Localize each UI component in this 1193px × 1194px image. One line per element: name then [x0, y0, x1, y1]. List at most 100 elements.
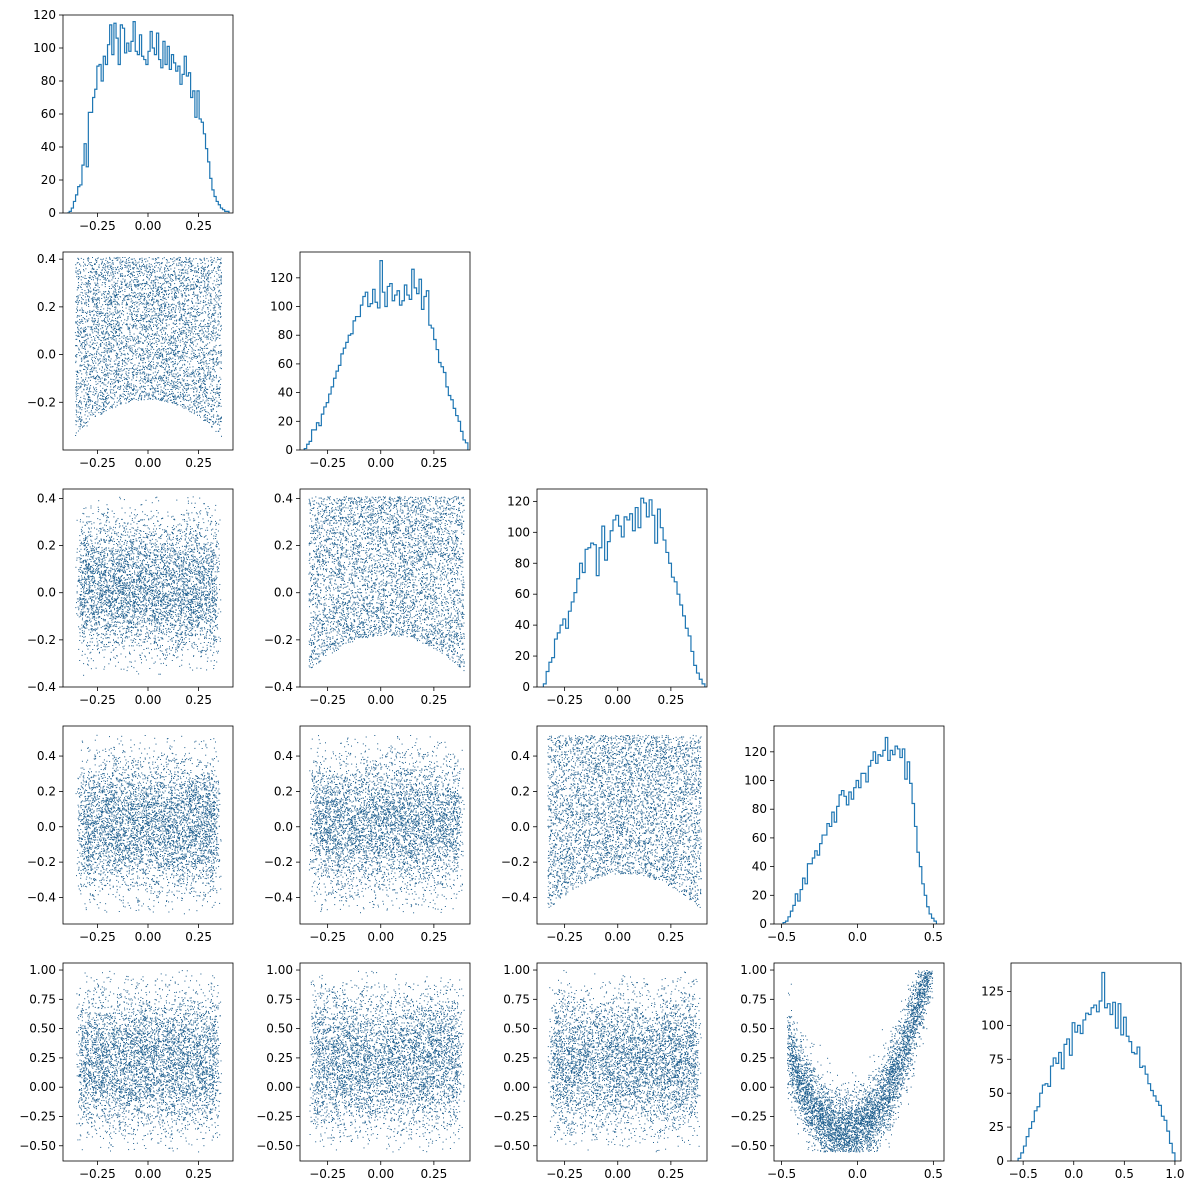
scatter-point: [103, 337, 105, 339]
scatter-point: [130, 400, 132, 401]
scatter-point: [122, 257, 124, 258]
scatter-point: [92, 404, 94, 406]
scatter-point: [208, 422, 210, 423]
scatter-point: [162, 355, 164, 357]
scatter-point: [87, 360, 89, 362]
scatter-point: [168, 315, 170, 317]
scatter-point: [162, 276, 164, 278]
scatter-point: [204, 334, 206, 336]
scatter-point: [97, 396, 99, 397]
scatter-point: [139, 326, 141, 328]
scatter-point: [115, 307, 117, 309]
scatter-point: [117, 335, 119, 337]
scatter-point: [152, 387, 154, 389]
scatter-point: [145, 379, 146, 381]
scatter-point: [136, 315, 138, 317]
scatter-point: [154, 389, 156, 391]
scatter-point: [79, 294, 81, 296]
scatter-point: [177, 296, 179, 298]
scatter-point: [96, 314, 98, 316]
scatter-point: [107, 397, 109, 399]
scatter-point: [113, 327, 115, 329]
scatter-point: [108, 394, 110, 396]
scatter-point: [182, 262, 184, 263]
scatter-point: [188, 299, 190, 300]
scatter-point: [115, 330, 117, 332]
y-tick-label: 60: [752, 831, 767, 845]
y-tick-label: 0: [759, 917, 767, 931]
scatter-point: [89, 390, 91, 392]
scatter-point: [148, 327, 150, 329]
scatter-point: [177, 344, 179, 346]
scatter-point: [96, 313, 98, 314]
scatter-point: [107, 273, 109, 274]
scatter-point: [180, 331, 182, 333]
scatter-point: [85, 402, 87, 404]
scatter-point: [211, 317, 213, 319]
scatter-point: [173, 299, 175, 301]
scatter-point: [188, 284, 190, 286]
scatter-point: [150, 329, 152, 331]
scatter-point: [145, 353, 147, 355]
scatter-point: [213, 286, 214, 288]
scatter-point: [144, 395, 146, 397]
scatter-point: [201, 407, 203, 409]
scatter-point: [131, 398, 133, 400]
scatter-point: [122, 341, 124, 343]
scatter-point: [166, 348, 168, 350]
scatter-point: [95, 401, 97, 403]
scatter-point: [144, 335, 146, 337]
scatter-point: [100, 328, 102, 330]
scatter-point: [142, 260, 143, 262]
scatter-point: [175, 346, 177, 348]
scatter-point: [217, 404, 219, 406]
scatter-point: [142, 287, 144, 289]
scatter-point: [132, 306, 133, 308]
scatter-point: [109, 301, 111, 303]
scatter-point: [193, 395, 195, 397]
scatter-point: [166, 359, 167, 361]
scatter-point: [98, 267, 100, 269]
scatter-point: [109, 318, 110, 320]
scatter-point: [159, 375, 161, 377]
scatter-point: [77, 331, 79, 333]
scatter-point: [171, 311, 173, 313]
scatter-point: [188, 276, 190, 278]
x-tick-label: −0.25: [546, 693, 583, 707]
scatter-point: [196, 343, 198, 345]
scatter-point: [179, 318, 181, 320]
scatter-point: [192, 342, 194, 344]
scatter-point: [146, 316, 148, 318]
scatter-point: [219, 376, 221, 378]
scatter-point: [210, 337, 212, 339]
scatter-point: [185, 344, 187, 346]
scatter-point: [183, 332, 185, 334]
scatter-point: [119, 398, 120, 400]
scatter-point: [79, 315, 81, 317]
scatter-point: [106, 266, 108, 268]
y-tick-label: 40: [41, 140, 56, 154]
scatter-point: [190, 338, 191, 340]
scatter-point: [193, 372, 195, 374]
scatter-point: [103, 263, 105, 265]
scatter-point: [179, 310, 181, 312]
scatter-point: [187, 273, 189, 275]
scatter-point: [87, 396, 89, 398]
scatter-point: [214, 402, 216, 404]
scatter-point: [120, 348, 122, 350]
scatter-point: [164, 267, 166, 269]
scatter-point: [136, 338, 138, 340]
scatter-point: [160, 310, 162, 311]
scatter-point: [104, 267, 106, 269]
scatter-point: [97, 302, 98, 304]
scatter-point: [114, 310, 116, 312]
scatter-point: [115, 327, 117, 329]
scatter-point: [218, 274, 220, 276]
scatter-point: [81, 289, 83, 290]
scatter-point: [182, 323, 184, 325]
scatter-point: [208, 319, 210, 321]
scatter-point: [109, 267, 111, 268]
scatter-point: [97, 393, 99, 395]
scatter-point: [207, 405, 209, 407]
scatter-point: [155, 376, 157, 378]
